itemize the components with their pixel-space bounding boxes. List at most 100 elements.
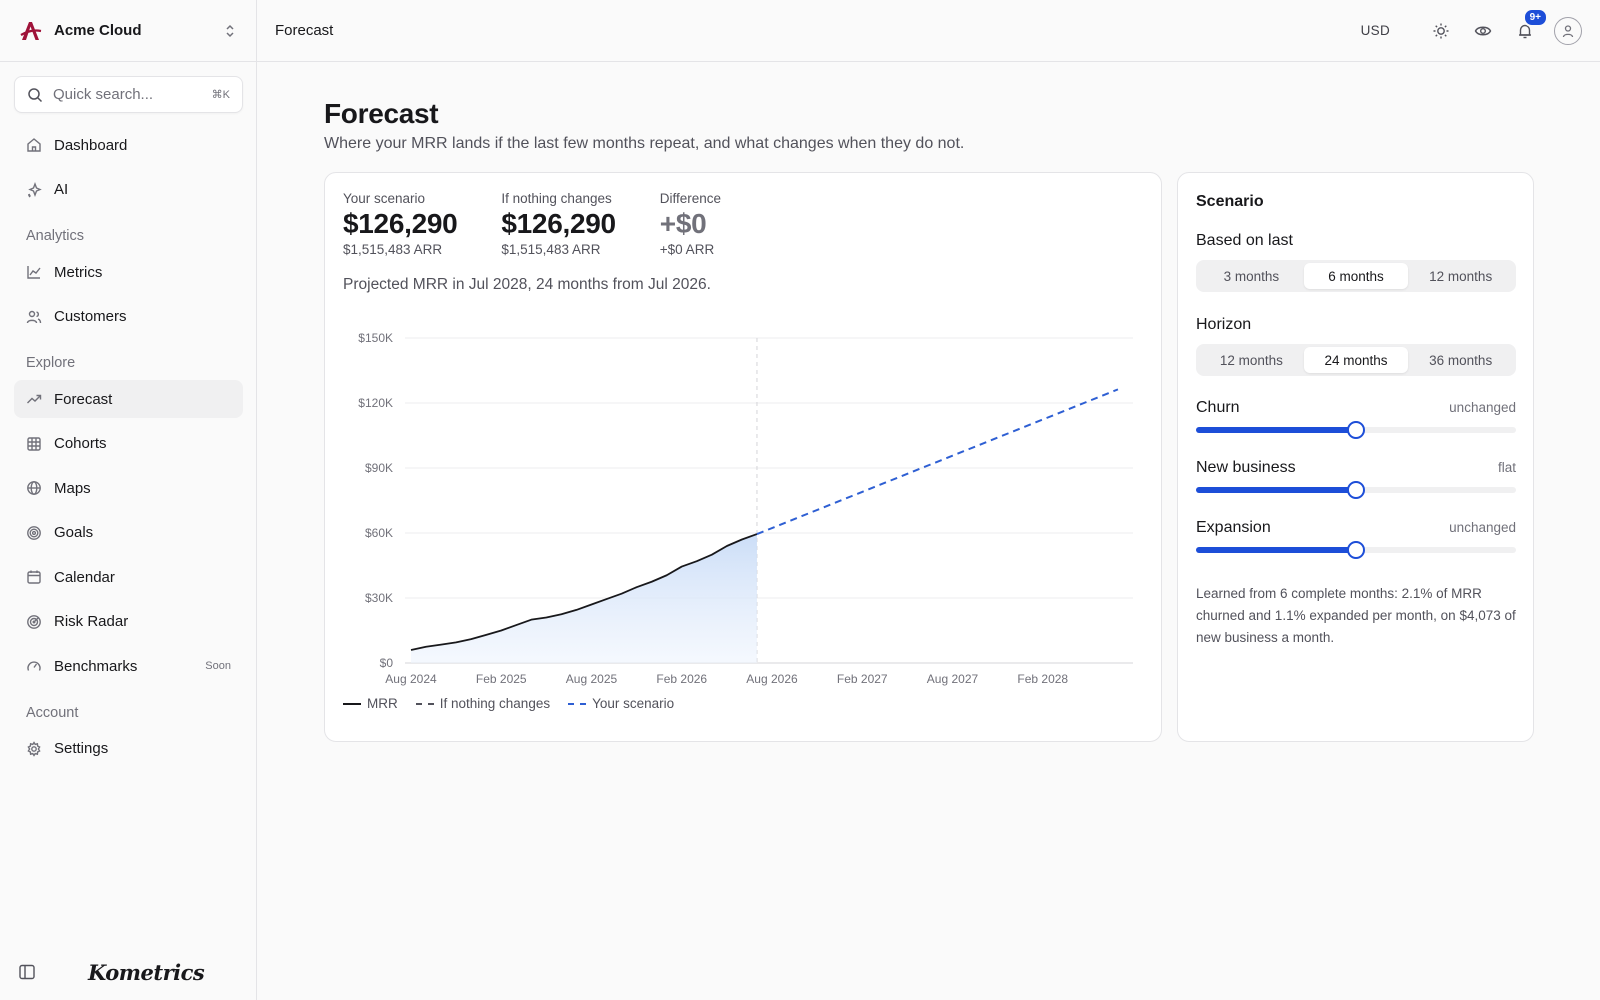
based-on-option-3[interactable]: 3 months bbox=[1223, 268, 1280, 284]
sidebar-item-label: Benchmarks bbox=[54, 657, 138, 675]
bell-icon[interactable]: 9+ bbox=[1514, 7, 1548, 42]
legend-swatch bbox=[343, 702, 361, 705]
kpi-label: Difference bbox=[659, 191, 722, 206]
slider-fill bbox=[1196, 427, 1356, 433]
x-tick-label: Aug 2026 bbox=[746, 672, 798, 686]
y-tick-label: $90K bbox=[365, 461, 393, 475]
sidebar-item-dashboard[interactable]: Dashboard bbox=[14, 126, 243, 164]
soon-badge: Soon bbox=[205, 660, 231, 672]
x-tick-label: Feb 2026 bbox=[656, 672, 707, 686]
new-business-slider[interactable] bbox=[1196, 481, 1516, 499]
y-tick-label: $150K bbox=[358, 331, 393, 345]
legend-label: If nothing changes bbox=[439, 696, 551, 711]
y-tick-label: $60K bbox=[365, 526, 393, 540]
kpi-sub: $1,515,483 ARR bbox=[343, 242, 443, 257]
sidebar-toggle-icon[interactable] bbox=[18, 963, 36, 981]
kpi-your-scenario: Your scenario $126,290 $1,515,483 ARR bbox=[343, 191, 458, 257]
sidebar-footer: Kometrics bbox=[0, 944, 256, 1000]
new-business-slider-row: New business flat bbox=[1196, 459, 1516, 499]
sidebar-item-label: Forecast bbox=[54, 390, 113, 408]
legend-swatch bbox=[568, 702, 587, 705]
churn-slider[interactable] bbox=[1196, 421, 1516, 439]
horizon-option-36[interactable]: 36 months bbox=[1429, 352, 1493, 368]
sun-icon[interactable] bbox=[1430, 20, 1452, 42]
globe-icon bbox=[26, 480, 42, 496]
kpi-label: Your scenario bbox=[343, 191, 426, 206]
sidebar: Acme Cloud Quick search... ⌘K Dashboard … bbox=[0, 0, 257, 1000]
search-placeholder: Quick search... bbox=[53, 86, 154, 103]
radar-icon bbox=[26, 614, 42, 630]
kpi-label: If nothing changes bbox=[501, 191, 612, 206]
quick-search[interactable]: Quick search... ⌘K bbox=[14, 76, 243, 113]
kpi-value: +$0 bbox=[659, 208, 707, 239]
sidebar-item-label: Risk Radar bbox=[54, 613, 129, 630]
slider-thumb[interactable] bbox=[1347, 421, 1365, 439]
scenario-note: Learned from 6 complete months: 2.1% of … bbox=[1196, 586, 1516, 645]
eye-icon[interactable] bbox=[1472, 20, 1494, 42]
slider-thumb[interactable] bbox=[1347, 481, 1365, 499]
page-subtitle: Where your MRR lands if the last few mon… bbox=[324, 135, 965, 152]
based-on-label: Based on last bbox=[1196, 232, 1293, 249]
users-icon bbox=[26, 309, 42, 325]
line-chart-icon bbox=[26, 264, 42, 280]
slider-state: flat bbox=[1497, 460, 1516, 475]
mrr-line bbox=[410, 533, 758, 651]
chart-legend: MRR If nothing changes Your scenario bbox=[343, 696, 692, 711]
legend-swatch bbox=[415, 702, 434, 705]
x-tick-label: Aug 2025 bbox=[566, 672, 618, 686]
currency-selector[interactable]: USD bbox=[1360, 23, 1390, 38]
scenario-panel: Scenario Based on last 3 months 6 months… bbox=[1177, 172, 1534, 742]
org-switcher[interactable]: Acme Cloud bbox=[0, 0, 256, 62]
scenario-line bbox=[756, 388, 1119, 536]
legend-label: Your scenario bbox=[592, 696, 675, 711]
trending-up-icon bbox=[26, 391, 42, 407]
based-on-option-12[interactable]: 12 months bbox=[1429, 268, 1493, 284]
y-tick-label: $30K bbox=[365, 591, 393, 605]
sidebar-item-customers[interactable]: Customers bbox=[14, 298, 243, 336]
legend-label: MRR bbox=[367, 696, 398, 711]
gear-icon bbox=[26, 740, 42, 757]
sidebar-item-calendar[interactable]: Calendar bbox=[14, 558, 243, 596]
sidebar-item-metrics[interactable]: Metrics bbox=[14, 253, 243, 291]
sidebar-item-label: Metrics bbox=[54, 263, 103, 281]
slider-name: Churn bbox=[1196, 399, 1240, 416]
target-icon bbox=[26, 525, 42, 541]
sidebar-item-label: Customers bbox=[54, 308, 127, 325]
slider-thumb[interactable] bbox=[1347, 541, 1365, 559]
sidebar-item-benchmarks[interactable]: Benchmarks Soon bbox=[14, 647, 243, 685]
search-shortcut: ⌘K bbox=[211, 89, 230, 101]
forecast-chart: $0 $30K $60K $90K $120K $150K Aug 2024 Feb 2025… bbox=[358, 331, 1133, 686]
acme-logo-icon bbox=[18, 18, 44, 44]
slider-name: Expansion bbox=[1196, 519, 1271, 536]
scenario-title: Scenario bbox=[1196, 193, 1264, 210]
sidebar-item-label: Maps bbox=[54, 479, 91, 497]
expansion-slider[interactable] bbox=[1196, 541, 1516, 559]
horizon-option-12[interactable]: 12 months bbox=[1219, 352, 1283, 368]
sidebar-item-goals[interactable]: Goals bbox=[14, 514, 243, 552]
legend-item-if-nothing-changes: If nothing changes bbox=[415, 696, 551, 711]
x-tick-label: Feb 2025 bbox=[476, 672, 527, 686]
sidebar-item-label: AI bbox=[54, 181, 69, 198]
kpi-value: $126,290 bbox=[343, 208, 458, 239]
sidebar-item-label: Dashboard bbox=[54, 136, 128, 154]
sidebar-item-label: Calendar bbox=[54, 568, 115, 586]
sidebar-item-risk-radar[interactable]: Risk Radar bbox=[14, 603, 243, 641]
expansion-slider-row: Expansion unchanged bbox=[1196, 519, 1516, 559]
sidebar-item-forecast[interactable]: Forecast bbox=[14, 380, 243, 418]
horizon-segmented: 12 months 24 months 36 months bbox=[1196, 344, 1516, 376]
sidebar-item-label: Settings bbox=[54, 740, 109, 757]
sidebar-item-maps[interactable]: Maps bbox=[14, 469, 243, 507]
gauge-icon bbox=[26, 658, 42, 674]
calendar-icon bbox=[26, 569, 42, 585]
kpi-difference: Difference +$0 +$0 ARR bbox=[660, 191, 721, 257]
sidebar-item-ai[interactable]: AI bbox=[14, 171, 243, 209]
sidebar-item-cohorts[interactable]: Cohorts bbox=[14, 425, 243, 463]
based-on-option-6[interactable]: 6 months bbox=[1303, 263, 1409, 289]
avatar[interactable] bbox=[1554, 16, 1582, 45]
sidebar-item-settings[interactable]: Settings bbox=[14, 730, 243, 768]
page-title: Forecast bbox=[324, 98, 439, 129]
horizon-option-24[interactable]: 24 months bbox=[1303, 347, 1409, 373]
slider-fill bbox=[1196, 547, 1356, 553]
home-icon bbox=[26, 137, 42, 153]
forecast-chart-card: Your scenario $126,290 $1,515,483 ARR If… bbox=[324, 172, 1162, 742]
